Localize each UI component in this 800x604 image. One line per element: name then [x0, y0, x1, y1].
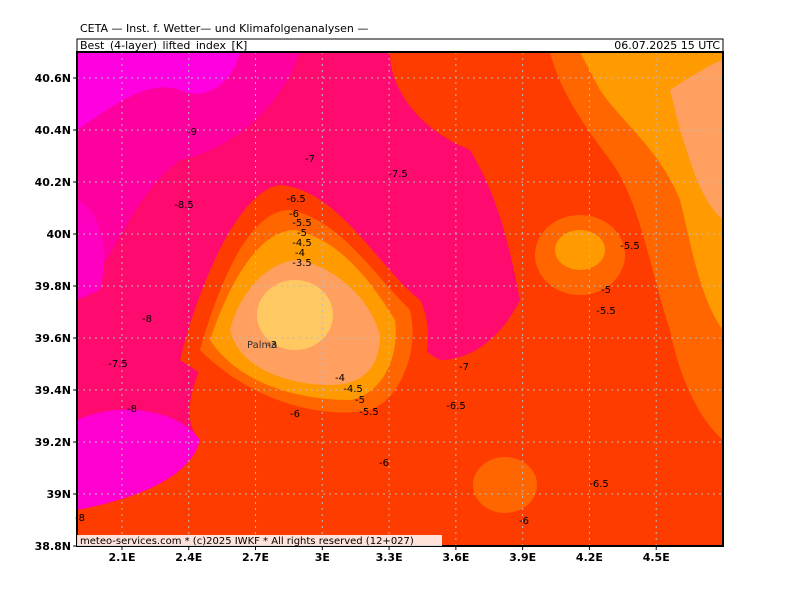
- footer: meteo-services.com * (c)2025 IWKF * All …: [80, 536, 414, 547]
- lon-label: 4.2E: [576, 551, 603, 564]
- contour-label: -4: [295, 248, 305, 259]
- contour-label: -5: [601, 285, 611, 296]
- contour-label: -5: [355, 395, 365, 406]
- contour-label: -7.5: [388, 169, 408, 180]
- field-layer: [77, 52, 723, 546]
- contour-label: -4.5: [292, 238, 312, 249]
- shade: [77, 52, 300, 280]
- contour-label: -6: [519, 516, 529, 527]
- contour-label: -8: [142, 314, 152, 325]
- contour-label: -6: [379, 458, 389, 469]
- contour-label: -5.5: [620, 241, 640, 252]
- contour-label: -7.5: [108, 359, 128, 370]
- shade: [77, 52, 520, 500]
- contour-label: -4.5: [343, 384, 363, 395]
- contour-label: -8.5: [174, 200, 194, 211]
- shade: [670, 60, 723, 220]
- lat-label: 40.4N: [35, 124, 71, 137]
- shade: [257, 280, 333, 350]
- contour-label: -7: [459, 362, 469, 373]
- lon-label: 2.4E: [175, 551, 202, 564]
- lat-label: 39.6N: [35, 332, 71, 345]
- lat-label: 39.4N: [35, 384, 71, 397]
- shade: [473, 457, 537, 513]
- lon-label: 3.3E: [376, 551, 403, 564]
- contour-label: -6.5: [589, 479, 609, 490]
- shade: [576, 190, 604, 210]
- lat-label: 40.6N: [35, 72, 71, 85]
- contour-label: -6: [289, 209, 299, 220]
- lon-label: 2.7E: [242, 551, 269, 564]
- lat-label: 40N: [46, 228, 71, 241]
- grid: [77, 52, 723, 546]
- contour-label: -3: [267, 340, 277, 351]
- contour-label: -4: [335, 373, 345, 384]
- lon-label: 3.9E: [509, 551, 536, 564]
- lon-label: 4.5E: [643, 551, 670, 564]
- lat-label: 39N: [46, 488, 71, 501]
- lat-label: 38.8N: [35, 540, 71, 553]
- shade: [77, 409, 200, 510]
- contour-label: -6.5: [286, 194, 306, 205]
- contour-label: -6.5: [446, 401, 466, 412]
- contour-label: -5.5: [596, 306, 616, 317]
- contour-label: -7: [305, 154, 315, 165]
- contour-label: -5.5: [359, 407, 379, 418]
- contour-label: -8: [127, 404, 137, 415]
- shade: [77, 52, 240, 130]
- lat-label: 40.2N: [35, 176, 71, 189]
- lat-label: 39.2N: [35, 436, 71, 449]
- contour-label: -9: [187, 127, 197, 138]
- contour-labels: -9-8.5-7-7.5-6.5-6-5.5-5-4.5-4-3.5-8-3-7…: [75, 127, 640, 527]
- lon-label: 3.6E: [442, 551, 469, 564]
- shade: [77, 200, 104, 300]
- shade: [555, 230, 605, 270]
- contour-label: -6: [290, 409, 300, 420]
- contour-label: -3.5: [292, 258, 312, 269]
- contour-label: -5: [297, 228, 307, 239]
- field-name: Best_(4-layer)_lifted_index_[K]: [80, 39, 247, 52]
- contour-label: -5.5: [292, 218, 312, 229]
- lon-label: 3E: [315, 551, 330, 564]
- place-name: Palma: [247, 340, 277, 351]
- lon-label: 2.1E: [108, 551, 135, 564]
- valid-time: 06.07.2025 15 UTC: [614, 39, 720, 52]
- footer-box: [77, 535, 442, 546]
- lat-label: 39.8N: [35, 280, 71, 293]
- contour-label: -8: [75, 513, 85, 524]
- institute: CETA — Inst. f. Wetter— und Klimafolgena…: [80, 22, 368, 35]
